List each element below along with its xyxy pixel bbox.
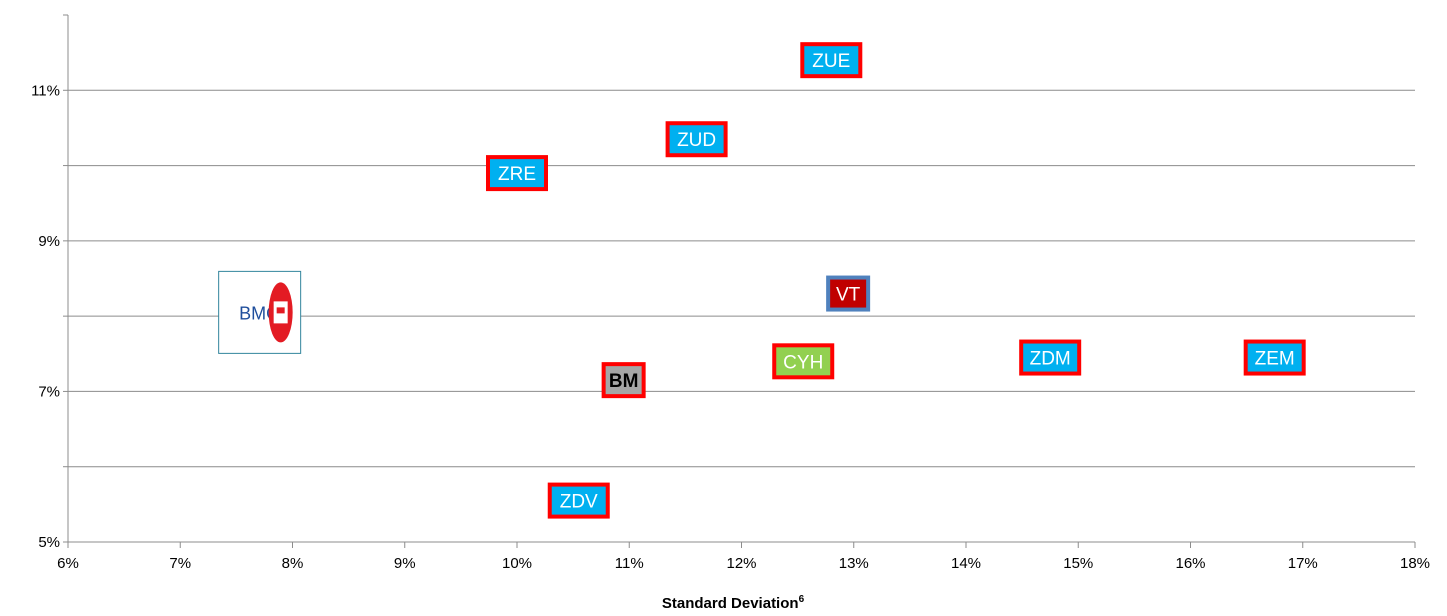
point-label: VT — [836, 285, 861, 306]
point-marker — [1019, 339, 1082, 376]
y-tick-labels: 5% 7% 9% 11% — [31, 82, 60, 551]
point-marker — [800, 42, 863, 79]
axes — [63, 14, 1416, 548]
point-label: CYH — [783, 352, 823, 373]
point-marker — [826, 275, 871, 312]
x-tick-label: 6% — [57, 555, 79, 572]
point-zem: ZEM — [1243, 339, 1306, 376]
x-tick-label: 9% — [394, 555, 416, 572]
y-tick-label: 5% — [38, 534, 60, 551]
point-zdm: ZDM — [1019, 339, 1082, 376]
x-tick-label: 10% — [502, 555, 532, 572]
data-points: ZUE ZUD ZRE VT CYH ZDM ZEM BM ZDV — [486, 42, 1306, 519]
point-zre: ZRE — [486, 155, 548, 192]
y-tick-label: 7% — [38, 383, 60, 400]
point-marker — [772, 343, 835, 380]
point-marker — [547, 482, 610, 519]
y-tick-label: 11% — [31, 82, 60, 99]
x-tick-label: 17% — [1288, 555, 1318, 572]
point-marker — [1243, 339, 1306, 376]
logo-roundel-inner — [276, 307, 285, 314]
point-label: ZEM — [1255, 349, 1295, 370]
point-marker — [665, 121, 728, 158]
x-tick-label: 12% — [726, 555, 756, 572]
x-tick-label: 15% — [1063, 555, 1093, 572]
point-marker — [486, 155, 548, 192]
point-label: ZDV — [560, 492, 598, 513]
x-tick-label: 18% — [1400, 555, 1430, 572]
x-tick-label: 13% — [839, 555, 869, 572]
x-axis-label: Standard Deviation6 — [662, 594, 805, 612]
point-label: ZDM — [1030, 349, 1071, 370]
x-tick-label: 7% — [169, 555, 191, 572]
point-label: ZUE — [812, 51, 850, 72]
x-tick-labels: 6% 7% 8% 9% 10% 11% 12% 13% 14% 15% 16% 17% 18% — [57, 555, 1430, 572]
x-tick-label: 16% — [1175, 555, 1205, 572]
point-zud: ZUD — [665, 121, 728, 158]
point-zdv: ZDV — [547, 482, 610, 519]
point-marker — [601, 362, 646, 399]
point-bm: BM — [601, 362, 646, 399]
point-vt: VT — [826, 275, 871, 312]
x-tick-label: 11% — [615, 555, 644, 572]
point-label: ZUD — [677, 130, 716, 151]
point-cyh: CYH — [772, 343, 835, 380]
x-tick-label: 8% — [282, 555, 304, 572]
point-label: BM — [609, 371, 639, 392]
x-tick-label: 14% — [951, 555, 981, 572]
y-tick-label: 9% — [38, 233, 60, 250]
point-label: ZRE — [498, 164, 536, 185]
bmo-logo: BMO — [218, 270, 302, 354]
point-zue: ZUE — [800, 42, 863, 79]
